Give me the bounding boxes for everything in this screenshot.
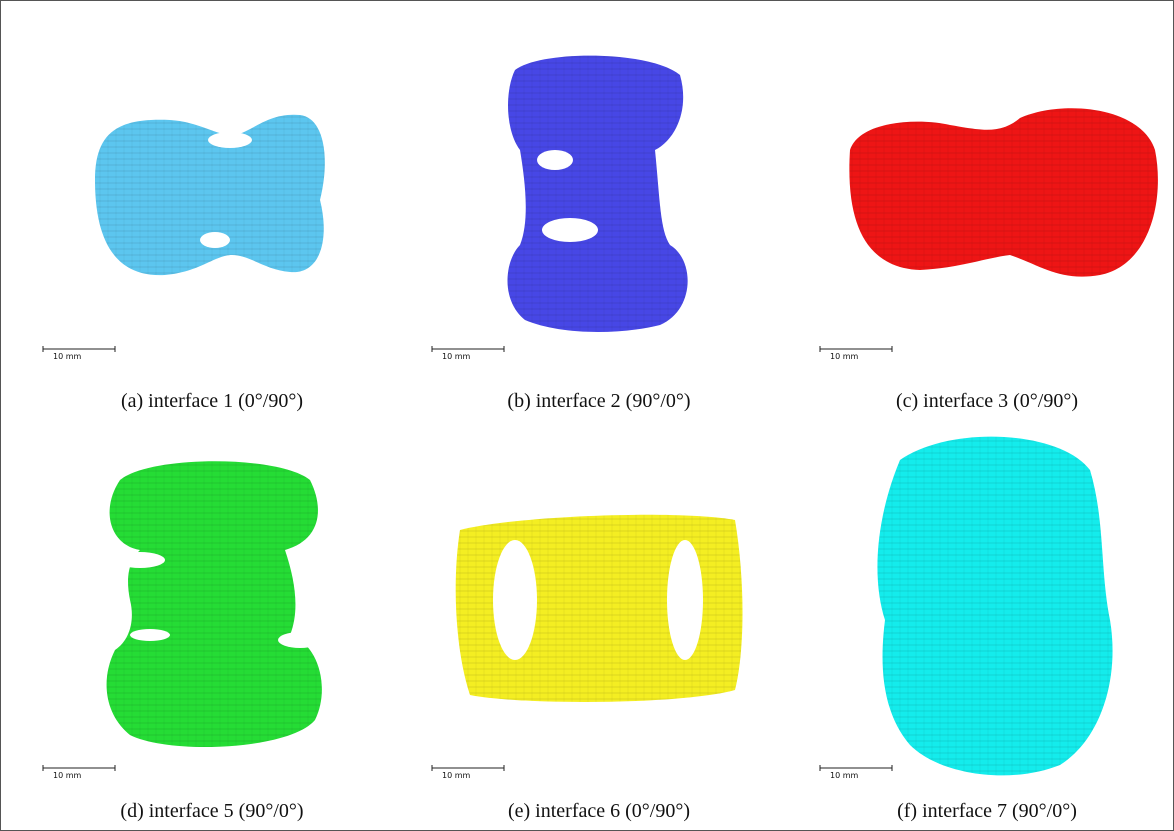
damage-gap [208,132,252,148]
damage-gap [537,150,573,170]
scale-bar-label: 10 mm [830,352,859,361]
damage-texture [107,461,322,747]
damage-texture [877,437,1112,776]
scale-bar-label: 10 mm [830,771,859,780]
scale-bar-label: 10 mm [53,771,82,780]
damage-texture [849,108,1158,276]
scale-bar-label: 10 mm [442,771,471,780]
damage-gap [667,540,703,660]
panel-caption: (b) interface 2 (90°/0°) [507,390,690,412]
panel-caption: (e) interface 6 (0°/90°) [508,800,690,822]
damage-gap [542,218,598,242]
page: {"panels": [ {"scale_bar": "10 mm", "cap… [0,0,1174,831]
damage-gap [130,629,170,641]
figure: 10 mm (a) interface 1 (0°/90°) 10 mm (b) in… [0,0,1174,831]
damage-gap [493,540,537,660]
panel-caption: (f) interface 7 (90°/0°) [897,800,1077,822]
scale-bar-label: 10 mm [53,352,82,361]
damage-gap [200,232,230,248]
panel-caption: (d) interface 5 (90°/0°) [120,800,303,822]
scale-bar-label: 10 mm [442,352,471,361]
panel-caption: (c) interface 3 (0°/90°) [896,390,1078,412]
damage-gap [115,552,165,568]
damage-gap [278,632,322,648]
panel-caption: (a) interface 1 (0°/90°) [121,390,303,412]
